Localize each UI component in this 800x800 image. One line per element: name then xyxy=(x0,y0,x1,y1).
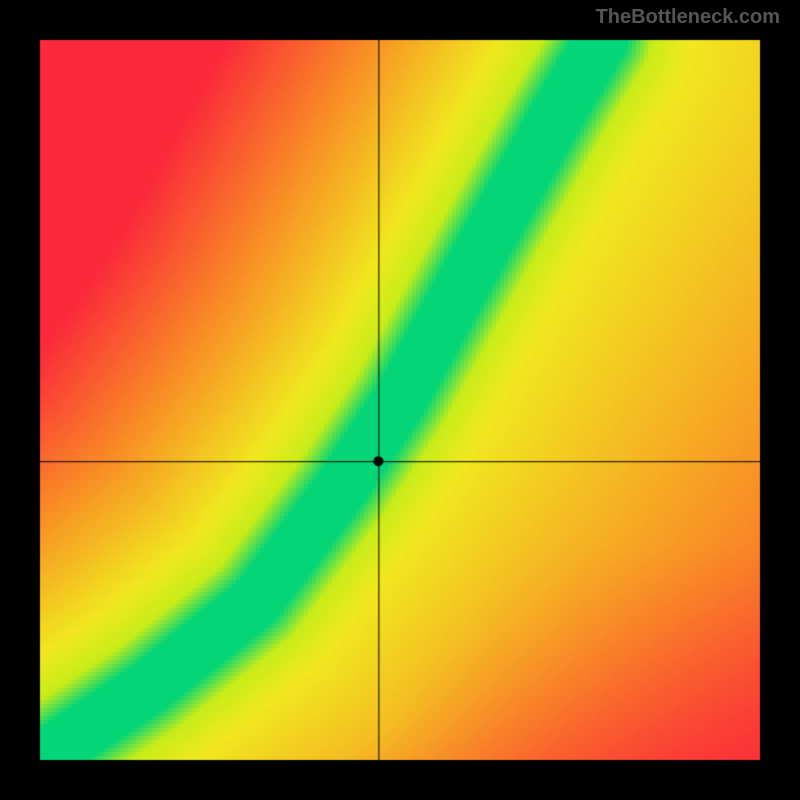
watermark-text: TheBottleneck.com xyxy=(596,6,780,29)
chart-container: TheBottleneck.com xyxy=(0,0,800,800)
heatmap-canvas xyxy=(0,0,800,800)
